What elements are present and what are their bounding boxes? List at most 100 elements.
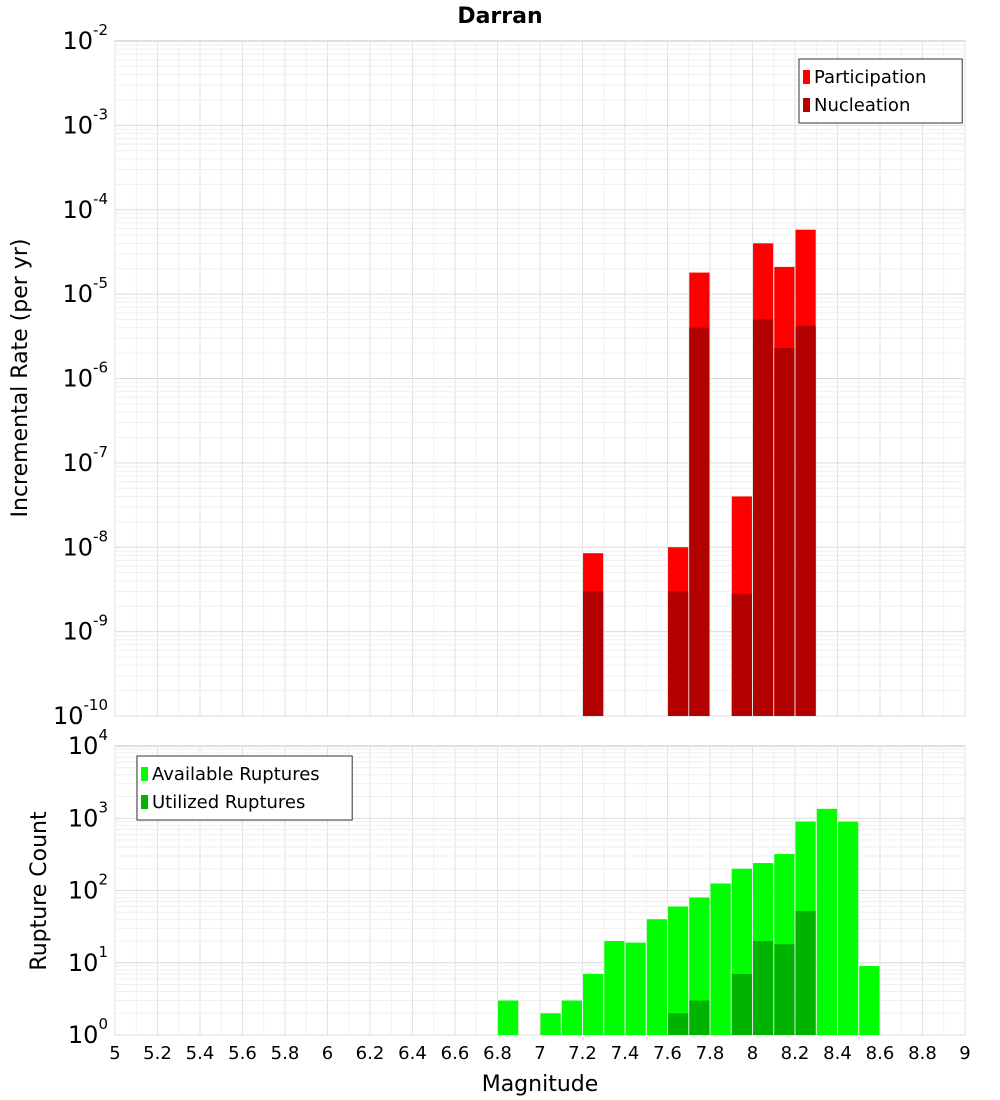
y-tick-exponent: -2 <box>93 21 108 39</box>
rupture-y-axis-label: Rupture Count <box>27 811 52 971</box>
rupture-bar-available-ruptures <box>540 1013 561 1035</box>
y-tick-label: 10-8 <box>62 527 108 561</box>
y-tick-label: 10-4 <box>62 190 108 224</box>
y-tick-label: 10-9 <box>62 612 108 646</box>
y-tick-base: 10 <box>62 111 93 139</box>
y-tick-exponent: -7 <box>93 443 108 461</box>
x-tick-label: 7 <box>534 1043 545 1064</box>
y-tick-label: 10-6 <box>62 359 108 393</box>
y-tick-base: 10 <box>62 449 93 477</box>
rupture-bar-utilized-ruptures <box>774 944 795 1035</box>
y-tick-base: 10 <box>68 877 99 905</box>
rate-bar-nucleation <box>795 325 816 716</box>
y-tick-base: 10 <box>53 702 84 730</box>
rupture-bar-available-ruptures <box>710 883 731 1035</box>
rate-bars <box>583 229 816 717</box>
x-tick-label: 7.4 <box>611 1043 640 1064</box>
x-tick-label: 7.6 <box>653 1043 682 1064</box>
y-tick-label: 10-7 <box>62 443 108 477</box>
legend-box <box>798 58 963 124</box>
legend-swatch <box>803 70 810 84</box>
y-tick-exponent: -10 <box>84 696 109 714</box>
y-tick-exponent: -4 <box>93 190 108 208</box>
x-tick-label: 7.2 <box>568 1043 597 1064</box>
rupture-bar-utilized-ruptures <box>689 1000 710 1035</box>
rupture-bar-available-ruptures <box>859 966 880 1035</box>
x-ticks: 5 5.2 5.4 5.6 5.8 6 6.2 6.4 6.6 6.8 7 7.2 7.4 7.6 7.8 8… <box>109 1043 970 1064</box>
rate-bar-nucleation <box>668 591 689 716</box>
y-tick-base: 10 <box>68 732 99 760</box>
x-tick-label: 5.2 <box>143 1043 172 1064</box>
y-tick-exponent: 1 <box>98 943 108 961</box>
rupture-bar-available-ruptures <box>668 906 689 1035</box>
rupture-bars <box>498 808 880 1035</box>
y-tick-base: 10 <box>62 618 93 646</box>
y-tick-label: 104 <box>68 726 108 760</box>
rate-y-axis-label: Incremental Rate (per yr) <box>8 239 33 518</box>
legend-swatch <box>141 767 148 781</box>
y-tick-label: 100 <box>68 1015 108 1049</box>
legend-label: Available Ruptures <box>152 764 320 785</box>
y-tick-base: 10 <box>62 280 93 308</box>
x-tick-label: 8.6 <box>866 1043 895 1064</box>
legend-swatch <box>803 98 810 112</box>
legend-swatch <box>141 795 148 809</box>
rupture-bar-available-ruptures <box>625 942 646 1035</box>
y-tick-exponent: -8 <box>93 527 108 545</box>
y-tick-base: 10 <box>62 365 93 393</box>
rupture-bar-available-ruptures <box>838 821 859 1035</box>
legend-box <box>136 755 353 821</box>
x-tick-label: 6.4 <box>398 1043 427 1064</box>
y-tick-exponent: -6 <box>93 359 108 377</box>
x-axis-label: Magnitude <box>482 1072 599 1097</box>
x-tick-label: 9 <box>959 1043 970 1064</box>
x-tick-label: 6.2 <box>356 1043 385 1064</box>
rupture-legend: Available Ruptures Utilized Ruptures <box>136 755 353 821</box>
x-tick-label: 6.6 <box>441 1043 470 1064</box>
x-tick-label: 5.4 <box>186 1043 215 1064</box>
y-tick-exponent: 3 <box>98 798 108 816</box>
rupture-bar-utilized-ruptures <box>668 1013 689 1035</box>
y-tick-base: 10 <box>62 27 93 55</box>
rupture-bar-utilized-ruptures <box>731 973 752 1035</box>
legend-label: Utilized Ruptures <box>152 792 305 813</box>
rupture-bar-available-ruptures <box>583 973 604 1035</box>
chart-title: Darran <box>457 4 542 29</box>
rupture-bar-available-ruptures <box>561 1000 582 1035</box>
rupture-bar-available-ruptures <box>646 919 667 1035</box>
y-tick-exponent: -5 <box>93 274 108 292</box>
rupture-bar-available-ruptures <box>816 808 837 1035</box>
rupture-bar-utilized-ruptures <box>753 941 774 1035</box>
x-tick-label: 6.8 <box>483 1043 512 1064</box>
y-tick-base: 10 <box>68 1021 99 1049</box>
rupture-bar-utilized-ruptures <box>795 911 816 1035</box>
y-tick-label: 10-10 <box>53 696 108 730</box>
y-tick-base: 10 <box>62 196 93 224</box>
y-tick-label: 10-5 <box>62 274 108 308</box>
y-tick-label: 101 <box>68 943 108 977</box>
rate-bar-nucleation <box>731 593 752 716</box>
x-tick-label: 8.4 <box>823 1043 852 1064</box>
x-tick-label: 5.6 <box>228 1043 257 1064</box>
y-tick-exponent: 2 <box>98 871 108 889</box>
rupture-bar-available-ruptures <box>498 1000 519 1035</box>
y-tick-label: 10-2 <box>62 21 108 55</box>
x-tick-label: 8.2 <box>781 1043 810 1064</box>
rate-legend: Participation Nucleation <box>798 58 963 124</box>
y-tick-label: 103 <box>68 798 108 832</box>
x-tick-label: 7.8 <box>696 1043 725 1064</box>
rate-bar-nucleation <box>583 591 604 716</box>
x-tick-label: 8 <box>747 1043 758 1064</box>
x-tick-label: 8.8 <box>908 1043 937 1064</box>
rate-bar-nucleation <box>774 347 795 716</box>
y-tick-exponent: 4 <box>98 726 108 744</box>
x-tick-label: 5 <box>109 1043 120 1064</box>
y-tick-exponent: -9 <box>93 612 108 630</box>
x-tick-label: 6 <box>322 1043 333 1064</box>
legend-label: Participation <box>814 67 926 88</box>
